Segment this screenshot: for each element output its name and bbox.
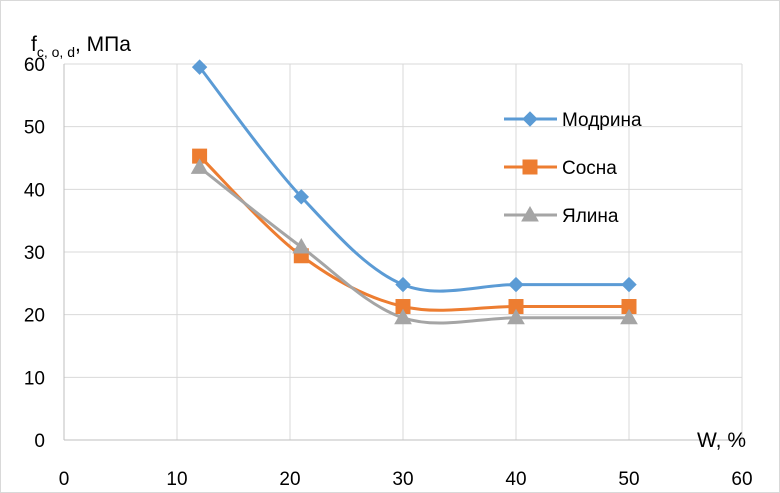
y-tick-label: 30 xyxy=(24,243,45,264)
legend-marker xyxy=(521,205,539,222)
gridlines xyxy=(64,63,743,440)
x-tick-label: 60 xyxy=(731,469,752,490)
x-tick-label: 50 xyxy=(618,469,639,490)
y-axis-title-main: f xyxy=(31,33,37,56)
x-tick-label: 20 xyxy=(279,469,300,490)
y-tick-label: 40 xyxy=(24,180,45,201)
legend-label: Сосна xyxy=(562,158,617,179)
y-tick-label: 0 xyxy=(34,431,45,452)
legend-marker xyxy=(522,111,538,127)
series-lines xyxy=(198,66,629,325)
tick-labels: 0 10 20 30 40 50 60 0 10 20 30 40 50 60 xyxy=(24,55,753,490)
data-point-marker xyxy=(620,308,638,325)
data-point-marker xyxy=(292,237,311,254)
x-axis-title: W, % xyxy=(697,429,746,452)
x-tick-label: 10 xyxy=(166,469,187,490)
y-axis-title-sub: c, o, d xyxy=(37,44,75,60)
y-axis-title-unit: , МПа xyxy=(75,33,131,56)
legend-label: Модрина xyxy=(562,110,642,131)
series-markers xyxy=(190,59,638,325)
y-tick-label: 50 xyxy=(24,118,45,139)
y-tick-label: 10 xyxy=(24,368,45,389)
series-line xyxy=(198,166,629,325)
data-point-marker xyxy=(394,308,412,325)
data-point-marker xyxy=(293,189,310,205)
data-point-marker xyxy=(508,276,524,293)
x-tick-label: 0 xyxy=(59,469,70,490)
legend-marker xyxy=(522,159,538,175)
legend-label: Ялина xyxy=(562,206,619,227)
y-tick-label: 60 xyxy=(24,55,45,76)
x-tick-label: 30 xyxy=(392,469,413,490)
series-line xyxy=(198,66,629,293)
y-tick-label: 20 xyxy=(24,306,45,327)
data-point-marker xyxy=(621,276,637,293)
x-tick-label: 40 xyxy=(505,469,526,490)
data-point-marker xyxy=(191,59,208,75)
data-point-marker xyxy=(190,158,209,174)
legend: Модрина Сосна Ялина xyxy=(504,110,642,227)
data-point-marker xyxy=(507,308,525,325)
axes xyxy=(63,64,742,441)
data-point-marker xyxy=(395,276,411,293)
y-axis-title: fc, o, d, МПа xyxy=(31,33,131,60)
